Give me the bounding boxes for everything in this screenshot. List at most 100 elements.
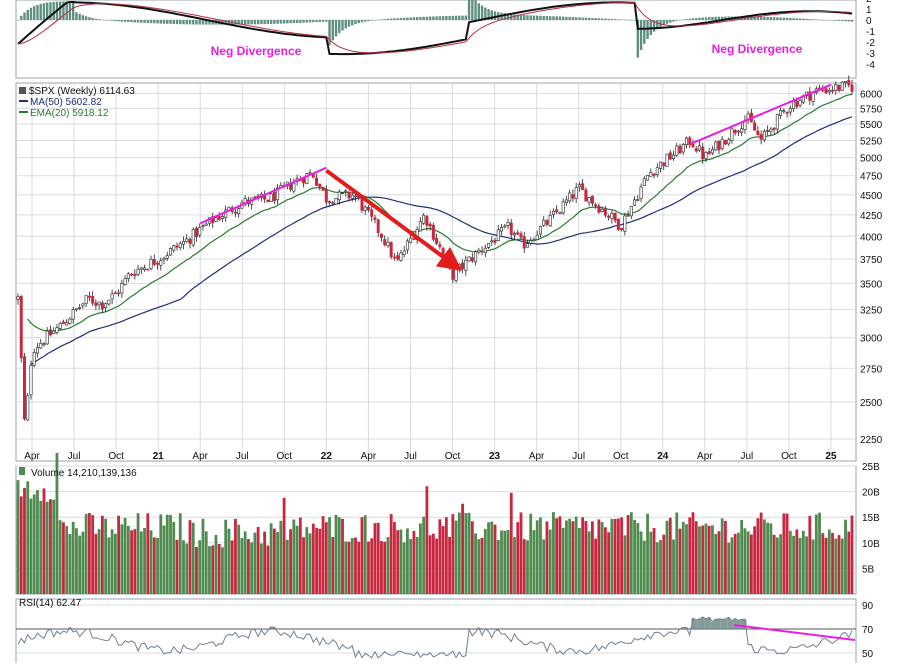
macd-hist-bar bbox=[78, 13, 81, 20]
macd-hist-bar bbox=[36, 4, 39, 20]
x-axis-label: Apr bbox=[361, 451, 377, 462]
legend-symbol: $SPX (Weekly) 6114.63 bbox=[29, 86, 135, 97]
macd-tick-label: 1 bbox=[866, 5, 872, 16]
candle-body bbox=[782, 110, 786, 112]
volume-bar bbox=[753, 526, 757, 594]
volume-bar bbox=[399, 529, 403, 594]
rsi-tick-label: 70 bbox=[862, 625, 874, 636]
volume-bar bbox=[785, 513, 789, 594]
volume-bar bbox=[91, 515, 95, 594]
x-axis-label: Jul bbox=[572, 451, 585, 462]
candle-body bbox=[321, 186, 325, 191]
candle-body bbox=[610, 212, 614, 219]
macd-hist-bar bbox=[143, 20, 146, 23]
macd-hist-bar bbox=[292, 20, 296, 24]
candle-body bbox=[574, 187, 578, 199]
volume-bar bbox=[607, 532, 611, 594]
candle-body bbox=[844, 81, 848, 84]
volume-bar bbox=[733, 533, 737, 594]
macd-hist-bar bbox=[464, 15, 468, 20]
macd-hist-bar bbox=[636, 20, 640, 58]
macd-hist-bar bbox=[665, 20, 669, 24]
volume-bar bbox=[65, 526, 69, 594]
candle-body bbox=[45, 330, 49, 345]
rsi-tick-label: 90 bbox=[862, 601, 874, 612]
candle-body bbox=[159, 260, 163, 266]
volume-bar bbox=[629, 512, 633, 594]
candle-body bbox=[68, 318, 72, 324]
candle-body bbox=[513, 233, 517, 236]
candle-body bbox=[363, 206, 367, 211]
macd-hist-bar bbox=[620, 19, 623, 20]
candle-body bbox=[568, 192, 572, 202]
volume-bar bbox=[295, 525, 299, 594]
x-axis-label: Apr bbox=[529, 451, 545, 462]
volume-bar bbox=[422, 516, 426, 594]
macd-hist-bar bbox=[42, 3, 46, 20]
volume-bar bbox=[175, 539, 179, 594]
candle-body bbox=[71, 309, 75, 320]
volume-bar bbox=[237, 524, 241, 594]
candle-body bbox=[182, 241, 186, 245]
volume-bar bbox=[279, 520, 283, 594]
volume-bar bbox=[464, 513, 468, 594]
volume-bar bbox=[393, 522, 396, 594]
volume-bar bbox=[620, 517, 623, 594]
x-axis-label: Apr bbox=[24, 451, 40, 462]
volume-bar bbox=[165, 514, 169, 594]
candle-body bbox=[152, 259, 156, 265]
volume-bar bbox=[448, 536, 452, 594]
price-tick-label: 5750 bbox=[860, 104, 883, 115]
volume-bar bbox=[386, 537, 390, 594]
volume-bar bbox=[253, 532, 257, 594]
volume-bar bbox=[639, 531, 643, 594]
candle-body bbox=[110, 293, 114, 300]
macd-hist-bar bbox=[166, 20, 169, 24]
volume-bar bbox=[344, 541, 348, 594]
candle-body bbox=[431, 224, 435, 240]
macd-hist-bar bbox=[182, 20, 185, 25]
volume-bar bbox=[227, 528, 231, 594]
volume-bar bbox=[23, 487, 26, 594]
volume-bar bbox=[740, 519, 744, 594]
volume-bar bbox=[94, 533, 98, 594]
macd-hist-bar bbox=[539, 15, 542, 20]
volume-bar bbox=[126, 525, 130, 594]
macd-hist-bar bbox=[432, 16, 435, 20]
macd-hist-bar bbox=[815, 19, 818, 20]
volume-bar bbox=[805, 536, 808, 594]
macd-hist-bar bbox=[62, 1, 65, 21]
candle-body bbox=[48, 329, 52, 336]
macd-hist-bar bbox=[558, 16, 562, 20]
rsi-y-axis: 90 70 50 bbox=[862, 601, 874, 660]
macd-hist-bar bbox=[441, 16, 445, 20]
macd-hist-bar bbox=[584, 17, 588, 20]
macd-hist-bar bbox=[698, 17, 701, 20]
volume-bar bbox=[659, 539, 662, 594]
candle-body bbox=[162, 257, 166, 261]
candle-body bbox=[220, 216, 224, 219]
volume-bar bbox=[827, 529, 831, 594]
volume-bar bbox=[84, 513, 88, 594]
macd-hist-bar bbox=[305, 20, 309, 23]
macd-hist-bar bbox=[678, 20, 682, 21]
candle-body bbox=[753, 122, 757, 131]
candle-body bbox=[224, 209, 228, 218]
candle-body bbox=[266, 199, 270, 202]
macd-hist-bar bbox=[782, 17, 786, 20]
macd-hist-bar bbox=[81, 15, 85, 20]
candle-body bbox=[769, 128, 773, 132]
volume-bar bbox=[743, 528, 747, 594]
candle-body bbox=[704, 152, 708, 159]
candle-body bbox=[435, 238, 439, 244]
macd-hist-bar bbox=[532, 15, 536, 20]
macd-hist-bar bbox=[597, 18, 601, 20]
volume-bar bbox=[438, 519, 442, 594]
candle-body bbox=[616, 218, 620, 230]
candle-body bbox=[772, 127, 776, 130]
candle-body bbox=[143, 267, 147, 270]
candle-body bbox=[662, 162, 666, 167]
volume-bar bbox=[110, 529, 114, 594]
candle-body bbox=[441, 248, 445, 255]
macd-hist-bar bbox=[243, 20, 247, 25]
